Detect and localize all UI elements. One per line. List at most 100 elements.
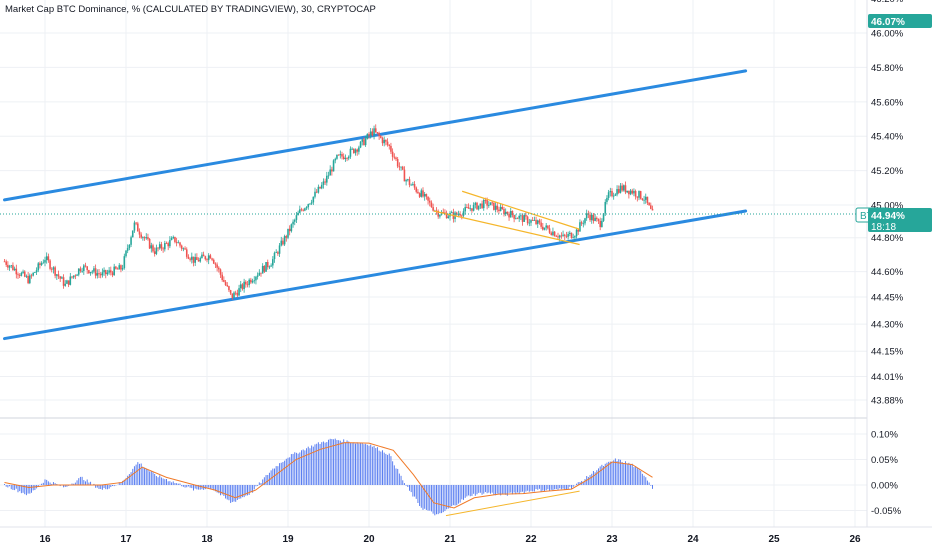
candle-body — [27, 275, 29, 284]
candle-body — [25, 275, 28, 277]
candle-body — [67, 280, 70, 285]
candle-body — [646, 196, 649, 203]
candle-body — [79, 268, 82, 271]
candle-body — [412, 184, 414, 185]
candle-body — [13, 268, 16, 271]
candle-body — [617, 189, 620, 193]
candle-body — [579, 222, 581, 232]
candle-body — [415, 187, 418, 192]
channel-lines[interactable] — [3, 69, 748, 341]
countdown-text: 18:18 — [871, 222, 896, 233]
candle-body — [359, 141, 362, 148]
candle-body — [145, 237, 148, 239]
candle-body — [518, 215, 520, 219]
candle-body — [86, 266, 88, 271]
candle-body — [563, 234, 566, 236]
time-tick-label: 20 — [363, 534, 375, 545]
candle-body — [152, 245, 154, 252]
channel-upper-line[interactable] — [3, 69, 748, 202]
macd-axis[interactable]: 0.10% 0.05% 0.00% -0.05% — [871, 430, 902, 518]
candle-body — [525, 215, 527, 217]
candle-body — [327, 175, 330, 177]
candle-body — [64, 283, 67, 286]
macd-tick-label: 0.10% — [871, 430, 898, 441]
candle-body — [121, 268, 124, 270]
candle-body — [128, 244, 131, 249]
candle-body — [486, 200, 488, 206]
candle-body — [386, 141, 389, 145]
candle-body — [390, 145, 392, 152]
candle-body — [278, 245, 281, 254]
candle-body — [258, 272, 261, 276]
candle-body — [93, 268, 95, 272]
candle-body — [206, 259, 208, 261]
candle-body — [22, 271, 24, 273]
candle-body — [126, 248, 129, 251]
candle-body — [349, 148, 352, 157]
time-axis[interactable]: 16 17 18 19 20 21 22 23 24 25 26 — [39, 534, 861, 545]
price-tick-label: 45.00% — [871, 201, 904, 212]
candle-body — [40, 263, 43, 265]
channel-lower-line[interactable] — [3, 209, 748, 341]
price-tick-label: 44.80% — [871, 233, 904, 244]
candle-body — [155, 247, 158, 254]
candle-body — [305, 207, 308, 209]
wedge-lines[interactable] — [433, 190, 580, 246]
candle-body — [425, 194, 428, 197]
candle-body — [142, 237, 144, 239]
candle-body — [641, 198, 644, 200]
candle-body — [594, 217, 596, 221]
candle-body — [368, 133, 370, 136]
macd-divergence-line[interactable] — [445, 490, 580, 517]
candle-body — [636, 196, 639, 198]
candle-body — [290, 224, 293, 232]
candle-body — [631, 190, 634, 194]
high-badge: 46.07% — [868, 14, 932, 28]
candle-body — [560, 235, 563, 237]
candle-body — [496, 205, 499, 210]
candle-body — [266, 262, 269, 268]
price-tick-label: 44.45% — [871, 293, 904, 304]
candle-body — [256, 275, 259, 277]
candle-body — [273, 252, 276, 260]
candle-body — [94, 268, 97, 276]
candle-body — [77, 268, 80, 275]
candle-body — [209, 255, 212, 259]
candle-body — [555, 236, 558, 237]
candle-body — [491, 202, 493, 204]
candle-body — [111, 272, 114, 276]
wedge-lower-line[interactable] — [433, 210, 580, 246]
candle-body — [299, 209, 301, 213]
candle-body — [238, 288, 240, 296]
candle-body — [39, 263, 41, 265]
candle-body — [363, 139, 365, 146]
candle-body — [81, 270, 83, 272]
candle-body — [543, 227, 546, 230]
candle-body — [393, 156, 396, 158]
price-axis[interactable]: 46.20% 46.00% 45.80% 45.60% 45.40% 45.20% 45.0… — [871, 0, 904, 407]
candle-body — [462, 211, 465, 216]
candle-body — [489, 202, 492, 206]
candle-body — [450, 212, 453, 214]
candle-body — [211, 258, 213, 260]
candle-body — [621, 185, 623, 191]
candle-body — [479, 203, 482, 206]
candle-body — [439, 214, 441, 217]
wedge-upper-line[interactable] — [461, 190, 580, 230]
candle-body — [391, 151, 394, 157]
candle-body — [69, 276, 72, 285]
candle-body — [651, 208, 654, 211]
price-tick-label: 44.01% — [871, 372, 904, 383]
candle-body — [633, 191, 635, 194]
candle-body — [216, 264, 218, 268]
price-tick-label: 44.60% — [871, 267, 904, 278]
candle-body — [405, 180, 407, 182]
price-tick-label: 46.20% — [871, 0, 904, 5]
candle-body — [99, 274, 102, 276]
candle-body — [226, 285, 229, 287]
candle-body — [471, 208, 473, 211]
candle-body — [477, 205, 480, 210]
candle-body — [175, 241, 178, 243]
